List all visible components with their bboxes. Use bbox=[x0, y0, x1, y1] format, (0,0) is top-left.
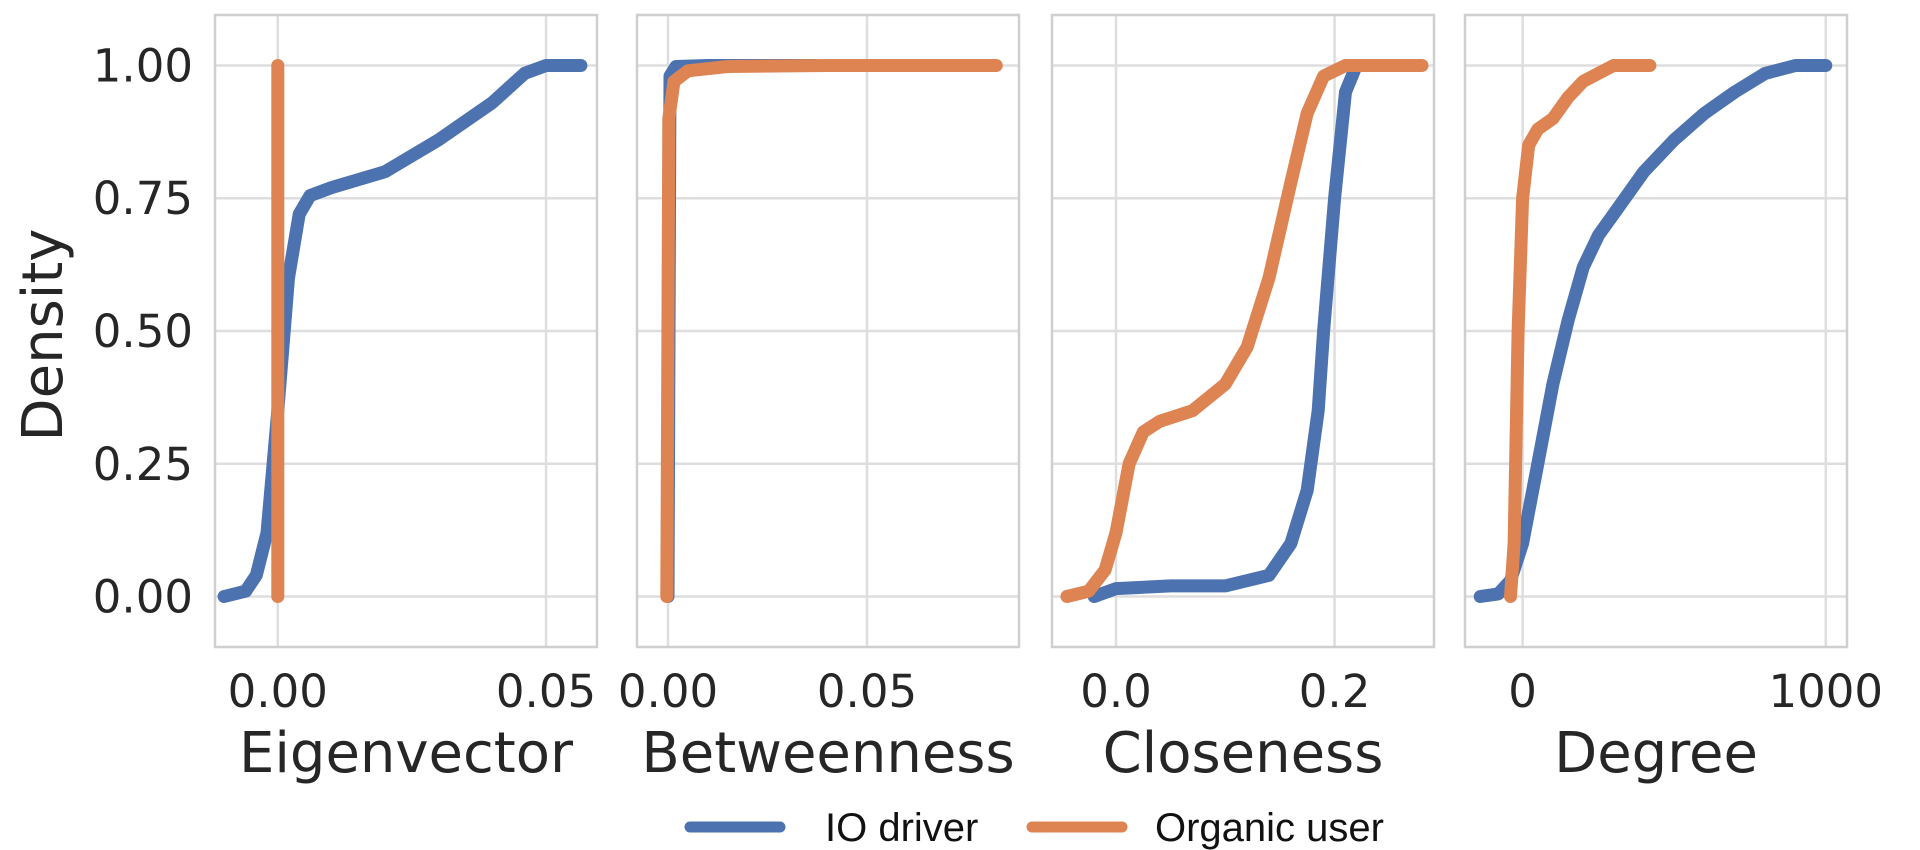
degree-x-axis-label: Degree bbox=[1554, 721, 1758, 786]
betweenness-x-axis-label: Betweenness bbox=[641, 721, 1014, 786]
eigenvector-frame bbox=[213, 13, 599, 649]
degree-x-tick-label: 0 bbox=[1508, 665, 1537, 718]
y-axis-label: Density bbox=[11, 229, 76, 442]
eigenvector-x-tick-label: 0.05 bbox=[496, 665, 596, 718]
betweenness-series-organic-user bbox=[660, 59, 1003, 603]
closeness-x-tick-label: 0.2 bbox=[1299, 665, 1371, 718]
degree-series-organic-user bbox=[1504, 59, 1657, 603]
betweenness-x-tick-label: 0.05 bbox=[817, 665, 917, 718]
closeness-x-axis-label: Closeness bbox=[1103, 721, 1384, 786]
legend-label-io-driver: IO driver bbox=[825, 806, 978, 850]
closeness-frame bbox=[1050, 13, 1436, 649]
degree-frame bbox=[1463, 13, 1849, 649]
y-tick-label: 0.75 bbox=[93, 172, 193, 225]
betweenness-x-tick-label: 0.00 bbox=[618, 665, 718, 718]
legend: IO driver Organic user bbox=[684, 806, 1384, 850]
closeness-series-organic-user bbox=[1060, 59, 1429, 603]
eigenvector-x-tick-label: 0.00 bbox=[228, 665, 328, 718]
closeness-x-tick-label: 0.0 bbox=[1080, 665, 1152, 718]
closeness-series-io-driver bbox=[1087, 59, 1380, 603]
degree-x-tick-label: 1000 bbox=[1769, 665, 1884, 718]
y-tick-label: 0.00 bbox=[93, 571, 193, 624]
legend-label-organic-user: Organic user bbox=[1155, 806, 1384, 850]
y-tick-label: 0.25 bbox=[93, 438, 193, 491]
eigenvector-x-axis-label: Eigenvector bbox=[239, 721, 574, 786]
y-tick-label: 1.00 bbox=[93, 39, 193, 92]
eigenvector-series-io-driver bbox=[217, 59, 588, 603]
y-tick-label: 0.50 bbox=[93, 305, 193, 358]
betweenness-frame bbox=[635, 13, 1021, 649]
